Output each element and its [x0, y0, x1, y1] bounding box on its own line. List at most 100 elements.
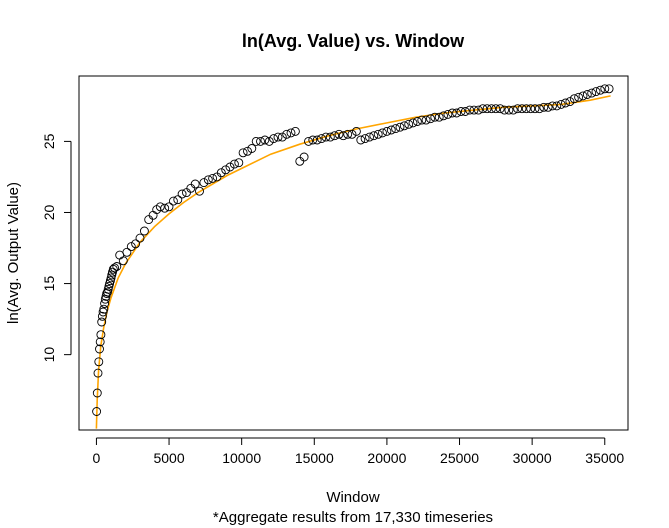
data-point	[447, 108, 457, 118]
data-point	[395, 122, 405, 132]
data-point	[238, 148, 248, 158]
data-point	[473, 105, 483, 115]
data-point	[469, 105, 479, 115]
x-axis-label: Window	[326, 489, 380, 506]
data-point	[229, 159, 239, 169]
data-point	[164, 202, 174, 212]
data-point	[408, 118, 418, 128]
data-point	[92, 388, 102, 398]
data-point	[100, 299, 110, 308]
data-point	[304, 136, 313, 146]
data-point	[182, 188, 191, 198]
x-tick-label: 25000	[440, 450, 479, 466]
x-axis: 0 5000 10000 15000 20000 25000 30000 35000	[93, 437, 624, 466]
data-point	[112, 262, 122, 271]
data-point	[526, 104, 536, 114]
data-point	[186, 183, 196, 193]
data-point	[334, 129, 344, 139]
data-point	[521, 104, 531, 114]
data-point	[491, 104, 501, 114]
data-point	[131, 239, 141, 249]
data-point	[391, 124, 401, 134]
y-tick-label: 25	[41, 133, 57, 149]
data-point	[543, 102, 553, 112]
y-tick-label: 10	[41, 347, 57, 363]
x-tick-label: 5000	[153, 450, 184, 466]
data-point	[277, 132, 287, 142]
data-point	[556, 99, 566, 109]
data-point	[312, 135, 322, 145]
data-point	[482, 104, 492, 114]
data-point	[168, 196, 178, 206]
data-point	[94, 357, 104, 367]
data-point	[460, 107, 470, 116]
data-point	[93, 368, 103, 378]
data-point	[203, 175, 213, 185]
data-point	[148, 210, 158, 220]
data-point	[439, 111, 448, 121]
data-point	[530, 104, 540, 114]
data-point	[595, 85, 605, 95]
data-point	[155, 202, 165, 212]
x-tick-label: 30000	[513, 450, 552, 466]
x-tick-label: 10000	[222, 450, 261, 466]
data-point	[452, 108, 462, 118]
data-point	[478, 104, 488, 114]
data-point	[360, 134, 370, 144]
data-point	[587, 88, 597, 98]
data-point	[216, 168, 226, 178]
data-point	[92, 407, 102, 416]
footnote: *Aggregate results from 17,330 timeserie…	[213, 509, 493, 526]
data-point	[500, 105, 509, 115]
data-point	[604, 84, 614, 94]
data-point	[225, 162, 235, 172]
y-axis-label: ln(Avg. Output Value)	[5, 182, 22, 324]
data-point	[97, 317, 107, 327]
data-point	[412, 117, 422, 126]
data-point	[495, 104, 505, 114]
data-point	[487, 104, 496, 114]
data-point	[582, 90, 592, 99]
data-point	[243, 146, 252, 156]
data-point	[282, 129, 292, 139]
y-tick-label: 15	[41, 276, 57, 292]
data-point	[517, 104, 527, 114]
data-point	[295, 156, 305, 166]
data-point	[504, 105, 514, 115]
data-point	[286, 128, 296, 138]
data-point	[144, 215, 154, 225]
data-point	[260, 135, 270, 145]
x-tick-label: 20000	[367, 450, 406, 466]
data-point	[139, 226, 149, 236]
data-point	[97, 311, 107, 321]
data-point	[126, 242, 136, 252]
data-point	[247, 144, 257, 153]
data-point	[190, 179, 200, 189]
data-point	[347, 129, 357, 139]
data-point	[426, 114, 435, 124]
data-point	[591, 87, 601, 97]
data-point	[600, 84, 610, 94]
data-point	[256, 136, 265, 146]
data-point	[338, 131, 348, 141]
data-point	[195, 186, 204, 196]
data-point	[221, 165, 231, 175]
data-point	[199, 178, 209, 188]
data-point	[465, 105, 475, 115]
data-point	[561, 98, 570, 108]
data-point	[382, 126, 392, 136]
data-point	[378, 128, 387, 138]
data-point	[365, 132, 374, 142]
data-point	[434, 112, 444, 122]
fit-curve	[95, 95, 611, 429]
data-point	[430, 112, 440, 122]
data-point	[417, 115, 427, 125]
data-point	[105, 276, 115, 286]
data-point	[513, 104, 523, 114]
data-point	[552, 101, 562, 111]
y-tick-label: 20	[41, 204, 57, 220]
data-point	[122, 247, 132, 257]
data-point	[578, 91, 588, 101]
data-point	[351, 126, 361, 136]
